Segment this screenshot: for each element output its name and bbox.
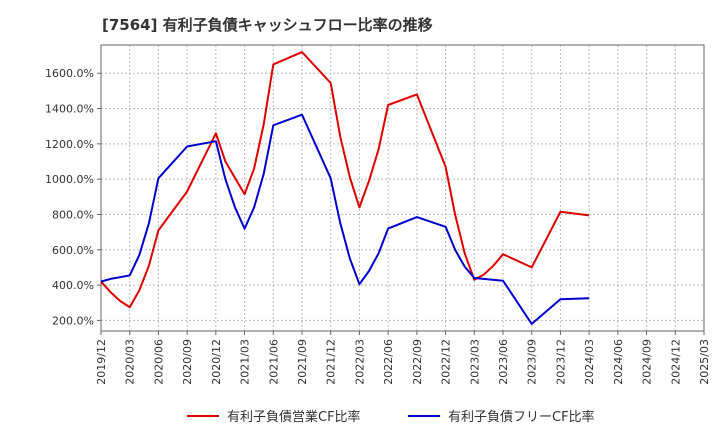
y-axis-ticks: 200.0% 400.0% 600.0% 800.0% 1000.0% 1200.0% 14… bbox=[45, 67, 101, 327]
legend-label-0: 有利子負債営業CF比率 bbox=[227, 409, 361, 425]
x-tick-label: 2022/03 bbox=[353, 339, 366, 385]
x-tick-label: 2022/12 bbox=[440, 339, 453, 385]
series-line-1 bbox=[100, 113, 590, 325]
y-tick-label: 1200.0% bbox=[45, 138, 94, 151]
y-tick-label: 800.0% bbox=[52, 208, 94, 221]
y-tick-label: 400.0% bbox=[52, 279, 94, 292]
x-tick-label: 2022/09 bbox=[411, 339, 424, 385]
y-tick-label: 1600.0% bbox=[45, 67, 94, 80]
legend: 有利子負債営業CF比率 有利子負債フリーCF比率 bbox=[187, 409, 595, 425]
plot-frame bbox=[100, 44, 705, 332]
x-tick-label: 2021/12 bbox=[325, 339, 338, 385]
x-tick-label: 2024/12 bbox=[669, 339, 682, 385]
x-tick-label: 2020/03 bbox=[124, 339, 137, 385]
x-tick-label: 2023/03 bbox=[468, 339, 481, 385]
x-tick-label: 2021/06 bbox=[267, 339, 280, 385]
x-tick-label: 2022/06 bbox=[382, 339, 395, 385]
y-tick-label: 200.0% bbox=[52, 314, 94, 327]
y-tick-label: 600.0% bbox=[52, 244, 94, 257]
x-tick-label: 2025/03 bbox=[698, 339, 711, 385]
x-tick-label: 2021/09 bbox=[296, 339, 309, 385]
y-tick-label: 1400.0% bbox=[45, 103, 94, 116]
x-tick-label: 2020/12 bbox=[210, 339, 223, 385]
x-tick-label: 2023/06 bbox=[497, 339, 510, 385]
x-tick-label: 2020/06 bbox=[152, 339, 165, 385]
chart-title: [7564] 有利子負債キャッシュフロー比率の推移 bbox=[102, 16, 433, 34]
x-tick-label: 2021/03 bbox=[239, 339, 252, 385]
x-tick-label: 2019/12 bbox=[95, 339, 108, 385]
x-tick-label: 2024/06 bbox=[612, 339, 625, 385]
legend-label-1: 有利子負債フリーCF比率 bbox=[448, 409, 595, 425]
x-tick-label: 2023/12 bbox=[554, 339, 567, 385]
grid-lines bbox=[100, 45, 705, 331]
x-tick-label: 2024/03 bbox=[583, 339, 596, 385]
x-axis-ticks: 2019/12 2020/03 2020/06 2020/09 2020/12 2021/… bbox=[95, 331, 711, 385]
x-tick-label: 2024/09 bbox=[641, 339, 654, 385]
series-line-0 bbox=[100, 51, 590, 309]
x-tick-label: 2020/09 bbox=[181, 339, 194, 385]
series-lines bbox=[100, 51, 590, 325]
x-tick-label: 2023/09 bbox=[526, 339, 539, 385]
y-tick-label: 1000.0% bbox=[45, 173, 94, 186]
